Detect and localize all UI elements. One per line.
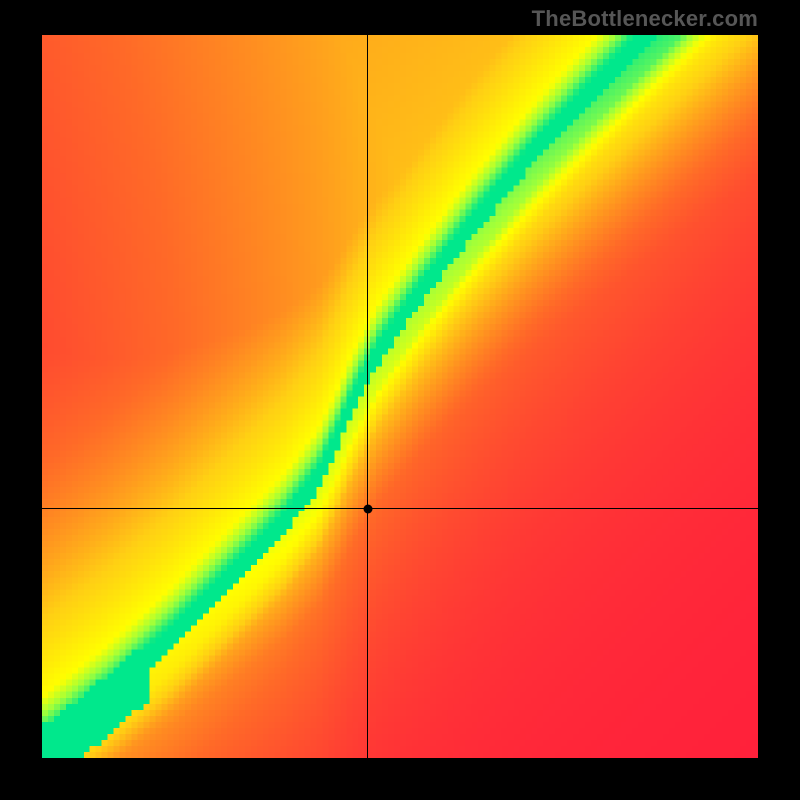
heatmap-plot	[42, 35, 758, 758]
heatmap-canvas	[42, 35, 758, 758]
crosshair-vertical	[367, 35, 368, 758]
crosshair-horizontal	[42, 508, 758, 509]
watermark-text: TheBottlenecker.com	[532, 6, 758, 32]
crosshair-dot	[363, 504, 372, 513]
